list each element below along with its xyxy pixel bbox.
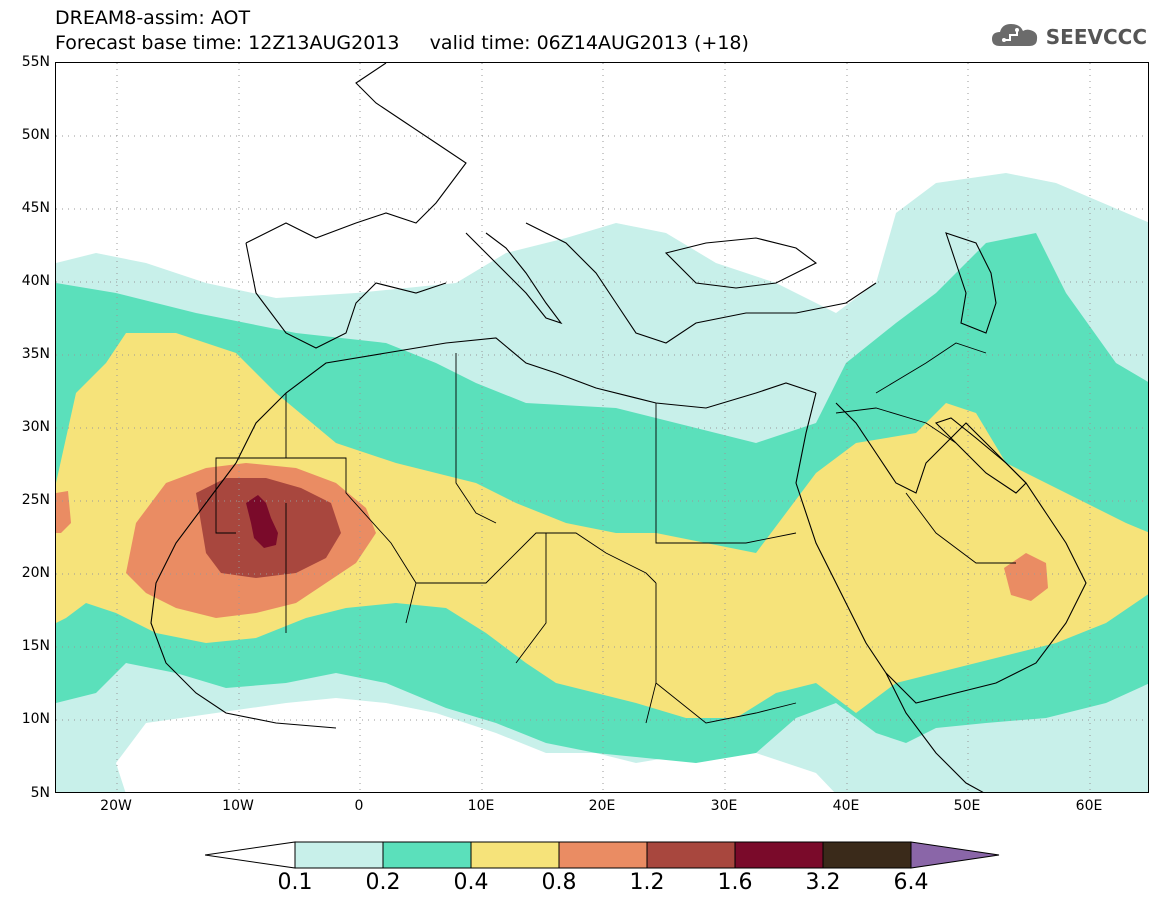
seevccc-logo: SEEVCCC xyxy=(990,20,1147,54)
lon-label: 50E xyxy=(953,798,981,814)
lat-label: 15N xyxy=(21,638,50,654)
colorbar xyxy=(204,840,1000,870)
aot-field xyxy=(56,63,1148,792)
lat-label: 25N xyxy=(21,492,50,508)
lat-label: 20N xyxy=(21,565,50,581)
lon-label: 60E xyxy=(1075,798,1103,814)
title-line-1: DREAM8-assim: AOT xyxy=(55,7,251,29)
lat-label: 10N xyxy=(21,711,50,727)
cloud-icon xyxy=(990,20,1042,54)
colorbar-label: 0.4 xyxy=(453,870,489,895)
lon-label: 0 xyxy=(354,798,364,814)
coastlines xyxy=(150,63,1087,792)
aot-contour-0.4 xyxy=(56,333,1148,718)
colorbar-label: 0.2 xyxy=(365,870,401,895)
lat-label: 40N xyxy=(21,273,50,289)
lon-label: 30E xyxy=(710,798,738,814)
lat-label: 45N xyxy=(21,200,50,216)
lat-label: 35N xyxy=(21,346,50,362)
aot-contour-1.6 xyxy=(246,495,278,548)
aot-map xyxy=(55,62,1149,793)
lat-label: 50N xyxy=(21,127,50,143)
logo-text: SEEVCCC xyxy=(1045,25,1147,49)
lat-label: 55N xyxy=(21,54,50,70)
colorbar-label: 0.1 xyxy=(277,870,313,895)
title-line-2: Forecast base time: 12Z13AUG2013 valid t… xyxy=(55,32,749,54)
lon-label: 20W xyxy=(100,798,132,814)
colorbar-label: 6.4 xyxy=(893,870,929,895)
colorbar-label: 0.8 xyxy=(541,870,577,895)
lon-label: 10E xyxy=(467,798,495,814)
lon-label: 20E xyxy=(588,798,616,814)
lat-label: 5N xyxy=(30,785,50,801)
lat-label: 30N xyxy=(21,419,50,435)
colorbar-label: 3.2 xyxy=(805,870,841,895)
borders xyxy=(215,342,1016,724)
colorbar-label: 1.2 xyxy=(629,870,665,895)
graticule xyxy=(56,63,1148,792)
lon-label: 40E xyxy=(832,798,860,814)
colorbar-label: 1.6 xyxy=(717,870,753,895)
lon-label: 10W xyxy=(222,798,254,814)
